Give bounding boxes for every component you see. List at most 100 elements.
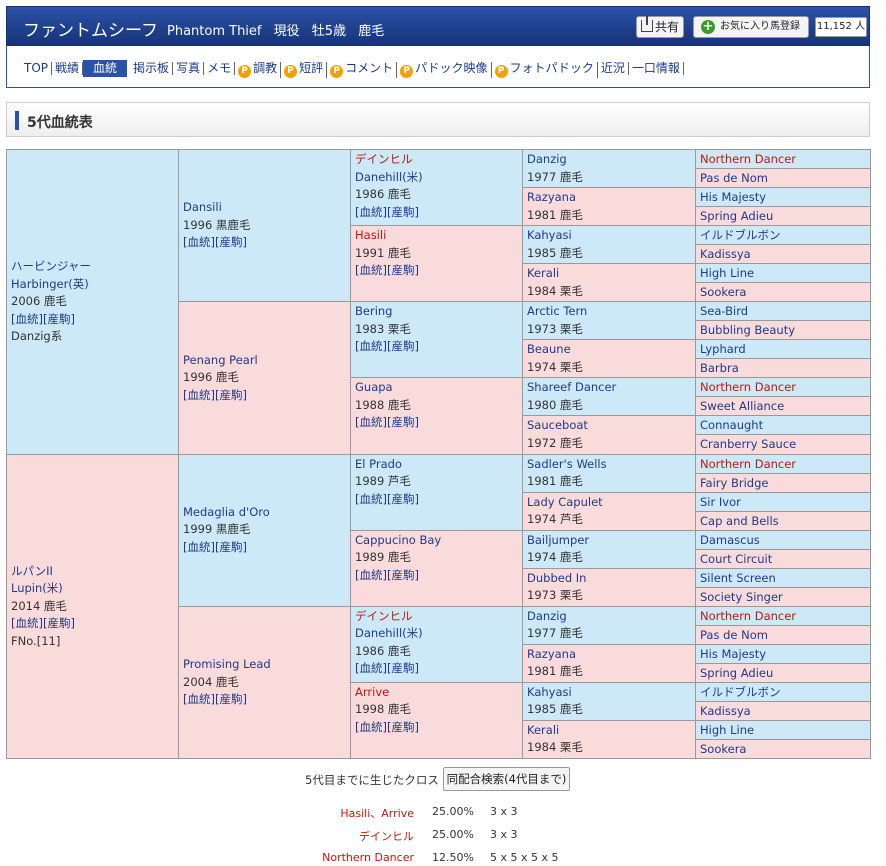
nav-item[interactable]: P 調教 [235,62,282,78]
horse-name[interactable]: Promising Lead [183,657,271,672]
nav-item[interactable]: P 短評 [281,62,328,78]
bloodline-link[interactable]: [血統] [355,567,387,582]
offspring-link[interactable]: [産駒] [214,387,247,402]
horse-name[interactable]: Penang Pearl [183,352,258,367]
cross-name[interactable]: Northern Dancer [322,851,414,864]
horse-name[interactable]: Pas de Nom [700,627,768,642]
bloodline-link[interactable]: [血統] [355,263,387,278]
horse-name[interactable]: Northern Dancer [700,380,797,395]
nav-item[interactable]: P コメント [327,62,398,78]
bloodline-link[interactable]: [血統] [355,339,387,354]
offspring-link[interactable]: [産駒] [214,692,247,707]
horse-name[interactable]: Spring Adieu [700,665,774,680]
bloodline-link[interactable]: [血統] [355,491,387,506]
horse-name-ja[interactable]: ルパンII [11,563,53,578]
cross-name[interactable]: Hasili、Arrive [340,807,414,820]
horse-name-en[interactable]: Danehill(米) [355,626,423,641]
offspring-link[interactable]: [産駒] [386,567,419,582]
horse-name[interactable]: デインヒル [355,152,413,166]
horse-name[interactable]: Damascus [700,532,760,547]
horse-name[interactable]: Cap and Bells [700,513,779,528]
bloodline-link[interactable]: [血統] [11,311,43,326]
horse-name[interactable]: Dansili [183,200,222,215]
offspring-link[interactable]: [産駒] [386,204,419,219]
horse-name[interactable]: Danzig [527,152,567,166]
horse-name[interactable]: High Line [700,266,755,281]
bloodline-link[interactable]: [血統] [355,204,387,219]
horse-name[interactable]: Danzig [527,608,567,623]
horse-name[interactable]: Arctic Tern [527,304,588,319]
horse-name[interactable]: Kahyasi [527,684,572,699]
nav-item[interactable]: メモ [204,62,236,75]
nav-item[interactable]: 写真 [173,62,205,75]
horse-name[interactable]: Sweet Alliance [700,399,785,414]
horse-name[interactable]: Sauceboat [527,418,588,433]
horse-name[interactable]: Dubbed In [527,570,587,585]
horse-name-ja[interactable]: ハービンジャー [11,259,91,273]
horse-name[interactable]: デインヒル [355,608,413,623]
horse-name[interactable]: Spring Adieu [700,209,774,224]
horse-name[interactable]: Pas de Nom [700,171,768,186]
horse-name[interactable]: Court Circuit [700,551,773,566]
offspring-link[interactable]: [産駒] [386,339,419,354]
offspring-link[interactable]: [産駒] [386,491,419,506]
nav-item[interactable]: P パドック映像 [397,62,492,78]
horse-name[interactable]: Shareef Dancer [527,380,617,395]
same-breeding-search-button[interactable]: 同配合検索(4代目まで) [443,767,570,791]
offspring-link[interactable]: [産駒] [214,539,247,554]
horse-name[interactable]: Guapa [355,380,393,395]
bloodline-link[interactable]: [血統] [183,692,215,707]
horse-name[interactable]: Fairy Bridge [700,475,769,490]
horse-name[interactable]: Kerali [527,266,560,281]
offspring-link[interactable]: [産駒] [42,616,75,630]
horse-name[interactable]: Kerali [527,722,560,737]
nav-item[interactable]: 一口情報 [629,62,684,75]
offspring-link[interactable]: [産駒] [42,311,75,326]
horse-name[interactable]: Bering [355,304,393,319]
horse-name[interactable]: Razyana [527,646,577,661]
offspring-link[interactable]: [産駒] [386,263,419,278]
share-button[interactable]: 共有 [636,16,684,38]
nav-item[interactable]: 掲示板 [130,62,174,75]
nav-item[interactable]: P フォトパドック [492,62,598,78]
horse-name[interactable]: Lady Capulet [527,494,603,509]
horse-name[interactable]: Razyana [527,190,577,205]
bloodline-link[interactable]: [血統] [355,719,387,734]
nav-item[interactable]: TOP [21,62,53,75]
horse-name[interactable]: Bubbling Beauty [700,323,796,338]
horse-name[interactable]: Sea-Bird [700,304,749,319]
horse-name[interactable]: Northern Dancer [700,608,797,623]
bloodline-link[interactable]: [血統] [11,616,43,630]
horse-name[interactable]: Northern Dancer [700,456,797,471]
bloodline-link[interactable]: [血統] [183,235,215,250]
horse-name[interactable]: Bailjumper [527,532,590,547]
offspring-link[interactable]: [産駒] [386,719,419,734]
horse-name[interactable]: El Prado [355,456,402,471]
horse-name[interactable]: イルドブルボン [700,228,781,243]
horse-name[interactable]: Sookera [700,285,747,300]
horse-name[interactable]: イルドブルボン [700,684,781,699]
offspring-link[interactable]: [産駒] [386,415,419,430]
offspring-link[interactable]: [産駒] [214,235,247,250]
bloodline-link[interactable]: [血統] [183,539,215,554]
horse-name[interactable]: Cappucino Bay [355,532,442,547]
horse-name-en[interactable]: Danehill(米) [355,169,423,184]
bloodline-link[interactable]: [血統] [355,661,387,676]
horse-name[interactable]: Harbinger(英) [11,276,89,291]
horse-name[interactable]: Kahyasi [527,228,572,243]
horse-name[interactable]: Silent Screen [700,570,776,585]
nav-item[interactable]: 血統 [83,60,128,77]
horse-name[interactable]: Lupin(米) [11,581,63,595]
horse-name[interactable]: Connaught [700,418,764,433]
nav-item[interactable]: 戦績 [52,62,84,75]
horse-name[interactable]: Medaglia d'Oro [183,504,270,519]
nav-item[interactable]: 近況 [598,62,629,75]
bloodline-link[interactable]: [血統] [355,415,387,430]
horse-name[interactable]: Kadissya [700,703,751,718]
cross-name[interactable]: デインヒル [359,830,414,843]
horse-name[interactable]: His Majesty [700,190,767,205]
horse-name[interactable]: Beaune [527,342,571,357]
offspring-link[interactable]: [産駒] [386,661,419,676]
bloodline-link[interactable]: [血統] [183,387,215,402]
horse-name[interactable]: Sadler's Wells [527,456,607,471]
